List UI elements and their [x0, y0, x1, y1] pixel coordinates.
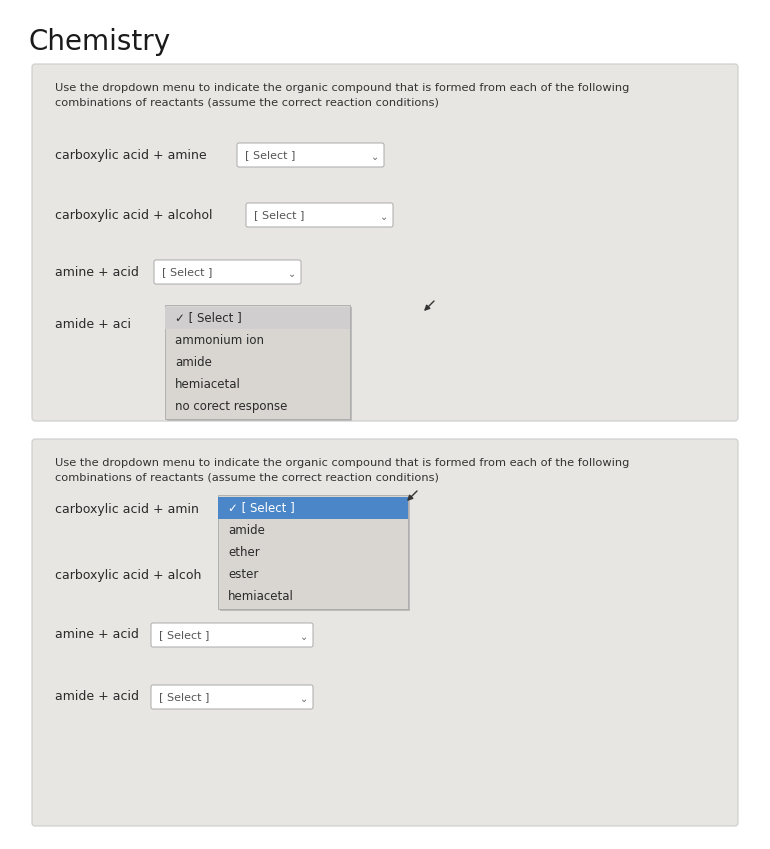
- Text: carboxylic acid + amin: carboxylic acid + amin: [55, 503, 199, 516]
- Text: [ Select ]: [ Select ]: [162, 267, 213, 277]
- Text: Chemistry: Chemistry: [28, 28, 170, 56]
- FancyBboxPatch shape: [151, 685, 313, 709]
- Text: [ Select ]: [ Select ]: [245, 150, 296, 160]
- Text: amine + acid: amine + acid: [55, 628, 139, 642]
- Bar: [218, 497, 408, 519]
- Text: amine + acid: amine + acid: [55, 266, 139, 278]
- Text: ⌄: ⌄: [381, 572, 389, 582]
- Text: ⌄: ⌄: [300, 632, 308, 642]
- FancyBboxPatch shape: [151, 623, 313, 647]
- Text: carboxylic acid + alcohol: carboxylic acid + alcohol: [55, 209, 213, 222]
- Text: [ Select ]: [ Select ]: [159, 630, 209, 640]
- Text: Use the dropdown menu to indicate the organic compound that is formed from each : Use the dropdown menu to indicate the or…: [55, 83, 629, 107]
- Text: carboxylic acid + amine: carboxylic acid + amine: [55, 149, 206, 161]
- Text: Use the dropdown menu to indicate the organic compound that is formed from each : Use the dropdown menu to indicate the or…: [55, 458, 629, 482]
- FancyBboxPatch shape: [247, 563, 394, 587]
- Text: amide: amide: [228, 524, 265, 537]
- Bar: [220, 497, 410, 611]
- Text: ✓ [ Select ]: ✓ [ Select ]: [175, 312, 242, 324]
- Text: ✓ [ Select ]: ✓ [ Select ]: [228, 502, 295, 514]
- FancyBboxPatch shape: [32, 64, 738, 421]
- Text: carboxylic acid + alcoh: carboxylic acid + alcoh: [55, 569, 202, 582]
- Text: amide + aci: amide + aci: [55, 318, 131, 331]
- Text: amide: amide: [175, 356, 212, 368]
- Text: ⌄: ⌄: [300, 694, 308, 704]
- Text: ⌄: ⌄: [380, 212, 388, 222]
- Text: [ Select ]: [ Select ]: [159, 692, 209, 702]
- Bar: [218, 495, 408, 609]
- Text: [ Select ]: [ Select ]: [254, 210, 304, 220]
- Text: amide + acid: amide + acid: [55, 690, 139, 704]
- Text: ether: ether: [228, 546, 259, 559]
- Text: hemiacetal: hemiacetal: [175, 378, 241, 391]
- FancyBboxPatch shape: [237, 143, 384, 167]
- Text: no corect response: no corect response: [175, 400, 287, 413]
- Text: ⌄: ⌄: [371, 152, 379, 162]
- Text: ⌄: ⌄: [288, 269, 296, 279]
- Text: ammonium ion: ammonium ion: [175, 334, 264, 346]
- Text: hemiacetal: hemiacetal: [228, 589, 294, 603]
- Bar: [167, 307, 352, 421]
- FancyBboxPatch shape: [246, 203, 393, 227]
- Bar: [165, 305, 350, 419]
- FancyBboxPatch shape: [32, 439, 738, 826]
- FancyBboxPatch shape: [154, 260, 301, 284]
- Bar: [165, 307, 350, 329]
- Text: ester: ester: [228, 567, 259, 581]
